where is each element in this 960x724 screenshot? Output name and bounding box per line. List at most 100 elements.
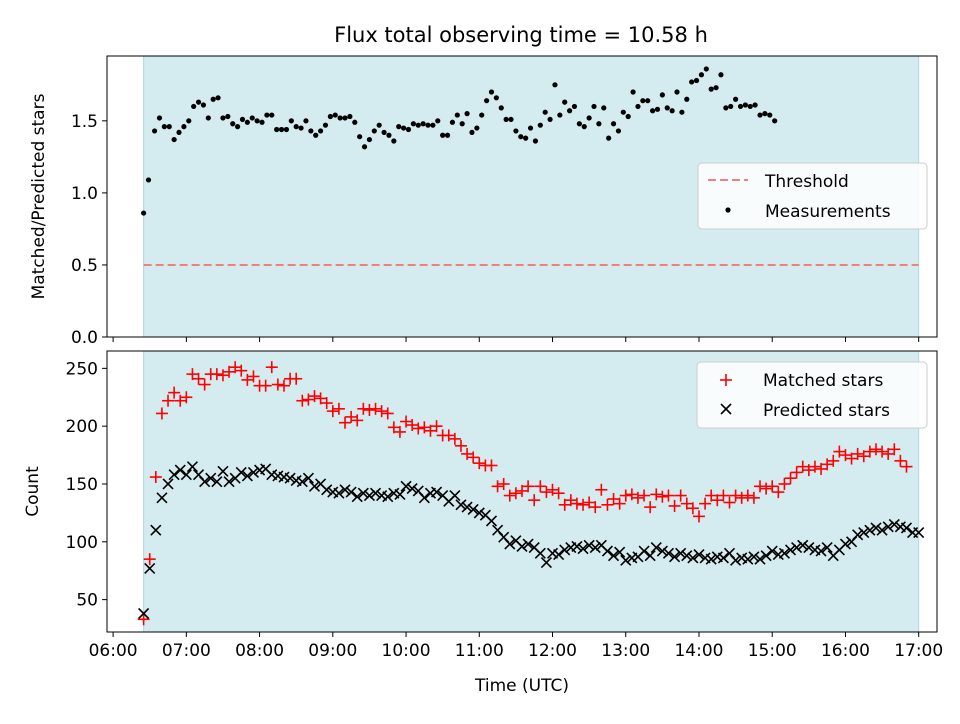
matched-star-point (747, 491, 760, 504)
measurement-point (493, 95, 499, 101)
measurement-point (235, 124, 241, 130)
measurement-point (728, 103, 734, 110)
predicted-star-point (656, 545, 668, 557)
matched-star-point (778, 477, 791, 490)
predicted-star-point (571, 540, 583, 552)
measurement-point (293, 124, 299, 130)
measurement-point (557, 112, 563, 118)
predicted-star-point (797, 539, 809, 551)
predicted-star-point (345, 486, 357, 498)
predicted-star-point (577, 543, 589, 555)
measurement-point (239, 116, 246, 123)
predicted-star-point (748, 551, 760, 563)
matched-star-point (619, 489, 632, 502)
matched-star-point (424, 424, 437, 437)
predicted-star-point (211, 476, 223, 488)
measurement-point (405, 126, 412, 133)
predicted-star-point (601, 545, 614, 557)
measurement-point (225, 113, 231, 120)
predicted-star-point (876, 524, 888, 536)
measurement-point (303, 118, 309, 124)
predicted-star-point (461, 501, 473, 513)
chart-title: Flux total observing time = 10.58 h (334, 23, 708, 47)
measurement-point (283, 126, 290, 133)
predicted-star-point (357, 487, 369, 499)
measurement-point (337, 115, 343, 121)
measurement-point (352, 119, 358, 125)
measurement-point (322, 122, 329, 128)
measurement-point (733, 96, 739, 102)
predicted-star-point (620, 554, 632, 566)
x-tick-label: 11:00 (455, 641, 504, 661)
legend-predicted-label: Predicted stars (763, 401, 890, 421)
measurement-point (693, 77, 700, 84)
measurement-point (176, 129, 182, 135)
measurement-point (737, 103, 744, 110)
measurement-point (357, 134, 363, 140)
matched-star-point (210, 368, 223, 381)
matched-star-point (381, 407, 394, 420)
matched-star-point (357, 402, 370, 415)
matched-star-point (577, 498, 590, 511)
matched-star-point (485, 459, 498, 472)
matched-star-point (552, 487, 565, 500)
matched-star-point (754, 480, 767, 493)
matched-star-point (680, 497, 693, 510)
bottom-y-axis-label: Count (23, 466, 43, 517)
matched-star-point (900, 460, 913, 473)
predicted-star-point (296, 476, 308, 488)
predicted-star-point (522, 538, 534, 550)
predicted-star-point (455, 499, 467, 511)
predicted-star-point (308, 480, 321, 492)
matched-star-point (595, 483, 608, 496)
measurement-point (698, 72, 705, 78)
matched-star-point (790, 466, 803, 479)
matched-star-point (711, 494, 724, 507)
measurement-point (610, 121, 617, 127)
measurement-point (664, 105, 670, 111)
x-tick-label: 08:00 (235, 641, 284, 661)
matched-star-point (314, 392, 327, 405)
matched-star-point (332, 402, 345, 415)
measurement-point (684, 96, 690, 102)
matched-star-point (320, 397, 333, 410)
x-tick-label: 13:00 (601, 641, 650, 661)
measurement-point (679, 109, 685, 115)
predicted-star-point (815, 545, 827, 557)
measurement-point (703, 66, 709, 72)
x-tick-label: 14:00 (674, 641, 723, 661)
x-tick-label: 07:00 (162, 641, 211, 661)
matched-star-point (583, 496, 596, 509)
bottom-y-tick-label: 250 (66, 359, 98, 379)
matched-star-point (760, 482, 773, 495)
measurement-point (259, 119, 265, 125)
matched-star-point (522, 480, 535, 493)
matched-star-point (607, 493, 620, 506)
top-legend-box (697, 162, 928, 230)
measurement-point (230, 121, 236, 127)
matched-star-point (290, 372, 303, 385)
measurement-point (586, 115, 592, 121)
bottom-y-tick-label: 50 (76, 591, 98, 611)
matched-star-point (686, 502, 699, 515)
measurement-point (567, 108, 573, 114)
predicted-star-point (638, 545, 650, 557)
x-tick-label: 06:00 (89, 641, 138, 661)
measurement-point (718, 72, 724, 78)
top-x-ticks (112, 337, 920, 342)
matched-star-point (241, 373, 254, 386)
measurement-point (488, 89, 495, 95)
matched-star-point (271, 378, 284, 391)
predicted-star-point (681, 550, 693, 562)
predicted-star-point (839, 538, 852, 550)
predicted-star-point (186, 461, 199, 473)
x-tick-label: 10:00 (382, 641, 431, 661)
measurement-point (635, 103, 641, 110)
predicted-star-point (675, 547, 687, 559)
predicted-star-point (400, 480, 412, 492)
predicted-star-point (516, 540, 528, 552)
matched-star-point (149, 471, 162, 484)
matched-star-point (741, 489, 754, 502)
measurement-point (523, 135, 529, 141)
measurement-point (371, 128, 377, 134)
